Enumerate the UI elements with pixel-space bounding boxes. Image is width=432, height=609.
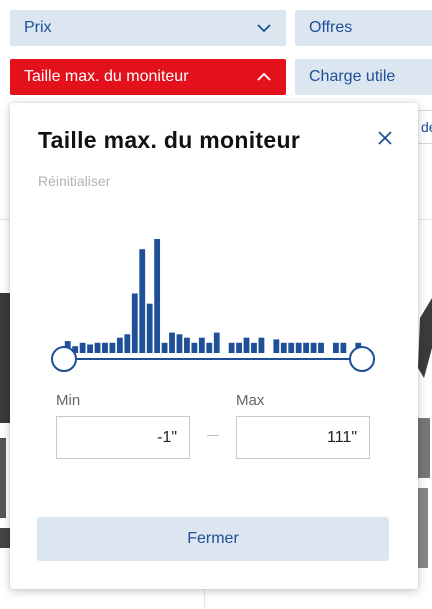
histogram-bar (169, 332, 175, 353)
histogram-bar (116, 337, 123, 353)
histogram-bar (251, 342, 257, 353)
reset-link[interactable]: Réinitialiser (38, 173, 111, 189)
background-chip-text: de (421, 119, 432, 135)
filter-prix-label: Prix (24, 19, 52, 36)
histogram-bar (184, 337, 190, 353)
histogram-bar (236, 342, 242, 353)
histogram-bar (154, 239, 161, 353)
filter-offres-button[interactable]: Offres (295, 10, 432, 46)
histogram-bar (79, 342, 86, 353)
histogram-bar (139, 249, 146, 353)
histogram-bar (318, 342, 324, 353)
chevron-up-icon (257, 72, 271, 81)
chevron-down-icon (257, 24, 271, 33)
histogram-bar (340, 342, 347, 353)
histogram-bar (303, 342, 310, 353)
histogram-bar (243, 337, 250, 353)
histogram-bar (72, 346, 79, 353)
histogram-bar (273, 339, 280, 353)
filter-taille-label: Taille max. du moniteur (24, 68, 189, 85)
filter-prix-button[interactable]: Prix (10, 10, 286, 46)
histogram-bar (295, 342, 302, 353)
histogram-bar (131, 293, 138, 353)
histogram-bar (161, 342, 168, 353)
background-column-divider (204, 580, 205, 609)
histogram-bar (191, 342, 198, 353)
histogram-bar (333, 342, 339, 353)
max-input[interactable] (236, 416, 370, 459)
histogram-bar (109, 342, 116, 353)
close-button-label: Fermer (187, 530, 239, 547)
filter-offres-label: Offres (309, 19, 353, 36)
histogram-bar (280, 342, 287, 353)
popup-title: Taille max. du moniteur (38, 127, 301, 153)
close-icon[interactable] (376, 129, 394, 147)
size-histogram (51, 239, 375, 372)
histogram-bar (310, 342, 317, 353)
histogram-bar (288, 342, 295, 353)
range-handle-max[interactable] (349, 346, 375, 372)
histogram-bar (228, 342, 235, 353)
histogram-bar (213, 332, 220, 353)
filter-taille-button[interactable]: Taille max. du moniteur (10, 59, 286, 95)
min-label: Min (56, 392, 81, 409)
close-button[interactable]: Fermer (37, 517, 389, 561)
histogram-bar (146, 303, 153, 353)
histogram-bar (206, 342, 213, 353)
size-filter-popup: Taille max. du moniteur Réinitialiser Mi… (10, 103, 418, 589)
histogram-bar (124, 334, 131, 353)
min-input[interactable] (56, 416, 190, 459)
range-handle-min[interactable] (51, 346, 77, 372)
histogram-bar (258, 337, 265, 353)
histogram-bar (87, 344, 93, 353)
histogram-bar (102, 342, 108, 353)
product-image-left (0, 293, 12, 548)
histogram-bar (198, 337, 205, 353)
max-label: Max (236, 392, 265, 409)
filter-charge-label: Charge utile (309, 68, 396, 85)
histogram-bar (94, 342, 101, 353)
filter-charge-button[interactable]: Charge utile (295, 59, 432, 95)
product-image-right (416, 298, 432, 568)
histogram-bar (176, 334, 183, 353)
range-separator (207, 435, 219, 436)
